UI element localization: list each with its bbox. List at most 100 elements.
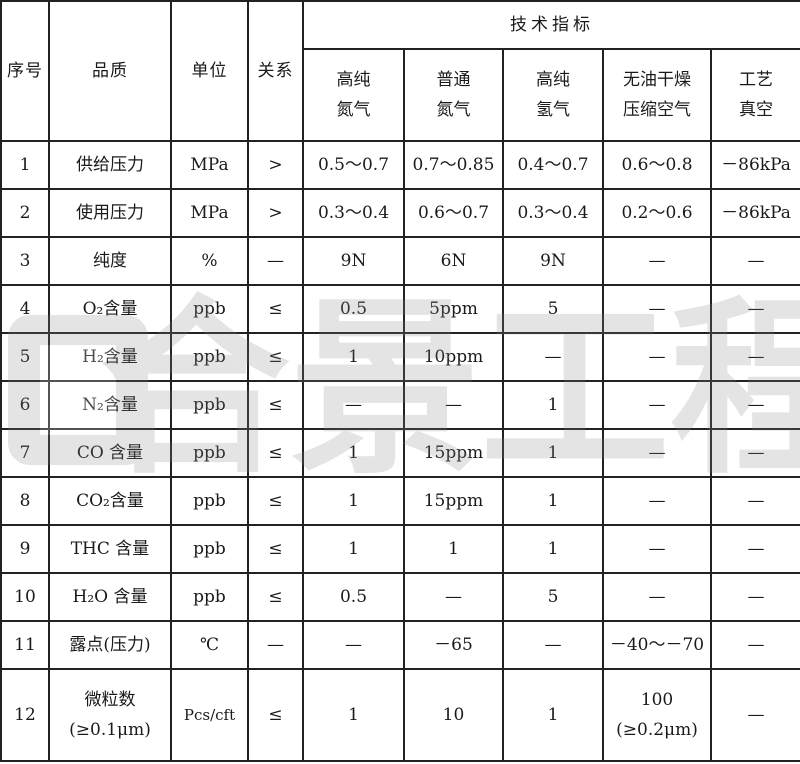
- row-number: 7: [0, 428, 50, 478]
- header-tech-spec: 技术指标: [301, 0, 800, 50]
- table-row: 8 CO₂含量 ppb ≤1 15ppm 1— —: [0, 476, 800, 526]
- header-gas-1: 普通 氮气: [403, 48, 504, 142]
- row-number: 10: [0, 572, 50, 622]
- row-number: 3: [0, 236, 50, 286]
- row-number: 4: [0, 284, 50, 334]
- row-unit: ppb: [170, 332, 249, 382]
- row-value: —: [709, 620, 800, 670]
- row-relation: —: [247, 236, 304, 286]
- row-value: 10ppm: [403, 332, 504, 382]
- row-value: －40～－70: [602, 620, 712, 670]
- row-value: —: [302, 380, 405, 430]
- row-value: 6N: [403, 236, 504, 286]
- row-quality: CO 含量: [48, 428, 172, 478]
- row-value: 5: [502, 284, 604, 334]
- row-unit: ℃: [170, 620, 249, 670]
- table-row: 7 CO 含量 ppb ≤1 15ppm 1— —: [0, 428, 800, 478]
- row-quality: H₂含量: [48, 332, 172, 382]
- row-number: 11: [0, 620, 50, 670]
- row-value: —: [502, 332, 604, 382]
- row-value: 9N: [502, 236, 604, 286]
- row-quality-line: (≥0.1μm): [69, 720, 151, 740]
- row-value: 0.5～0.7: [302, 140, 405, 190]
- row-value: 0.3～0.4: [502, 188, 604, 238]
- row-value: —: [602, 524, 712, 574]
- header-gas-line: 高纯: [336, 70, 371, 90]
- header-gas-4: 工艺 真空: [709, 48, 800, 142]
- row-quality: 微粒数 (≥0.1μm): [48, 668, 172, 762]
- row-value: 1: [403, 524, 504, 574]
- row-value: 10: [403, 668, 504, 762]
- row-unit: ppb: [170, 284, 249, 334]
- row-value: —: [602, 380, 712, 430]
- table-row: 4 O₂含量 ppb ≤0.5 5ppm 5— —: [0, 284, 800, 334]
- row-number: 1: [0, 140, 50, 190]
- row-value: 1: [502, 668, 604, 762]
- row-relation: ≤: [247, 668, 304, 762]
- row-value: 0.7～0.85: [403, 140, 504, 190]
- row-value: 0.4～0.7: [502, 140, 604, 190]
- row-value: —: [403, 572, 504, 622]
- row-quality: THC 含量: [48, 524, 172, 574]
- row-value: 0.5: [302, 284, 405, 334]
- table-row: 1 供给压力 MPa >0.5～0.7 0.7～0.85 0.4～0.7 0.6～0.8 －8…: [0, 140, 800, 190]
- row-relation: ≤: [247, 380, 304, 430]
- row-value: —: [602, 428, 712, 478]
- row-quality: 纯度: [48, 236, 172, 286]
- row-value: 5: [502, 572, 604, 622]
- row-quality: N₂含量: [48, 380, 172, 430]
- header-gas-line: 氢气: [536, 100, 570, 120]
- table-row: 11 露点(压力) ℃ — — －65— －40～－70—: [0, 620, 800, 670]
- table-row: 3 纯度% —9N 6N 9N — —: [0, 236, 800, 286]
- header-gas-0: 高纯 氮气: [302, 48, 405, 142]
- row-value: 9N: [302, 236, 405, 286]
- row-value: 5ppm: [403, 284, 504, 334]
- row-value: 1: [502, 476, 604, 526]
- row-number: 2: [0, 188, 50, 238]
- row-value: 1: [302, 332, 405, 382]
- row-relation: >: [247, 188, 304, 238]
- row-value: —: [602, 476, 712, 526]
- row-value: —: [403, 380, 504, 430]
- table-row: 5 H₂含量 ppb ≤1 10ppm — — —: [0, 332, 800, 382]
- row-value-line: (≥0.2μm): [616, 720, 698, 740]
- row-value: —: [602, 236, 712, 286]
- row-quality: 供给压力: [48, 140, 172, 190]
- row-value: —: [709, 572, 800, 622]
- row-relation: —: [247, 620, 304, 670]
- row-value: 100 (≥0.2μm): [602, 668, 712, 762]
- row-value: 0.6～0.8: [602, 140, 712, 190]
- row-value-line: 100: [640, 690, 674, 710]
- row-value: 1: [302, 476, 405, 526]
- row-quality-line: 微粒数: [84, 690, 136, 710]
- row-unit: ppb: [170, 572, 249, 622]
- row-unit: Pcs/cft: [170, 668, 249, 762]
- header-quality: 品质: [48, 0, 172, 142]
- header-gas-3: 无油干燥 压缩空气: [602, 48, 712, 142]
- row-value: —: [302, 620, 405, 670]
- header-gas-line: 无油干燥: [623, 70, 691, 90]
- row-relation: ≤: [247, 332, 304, 382]
- row-value: 1: [302, 668, 405, 762]
- row-quality: O₂含量: [48, 284, 172, 334]
- row-value: 15ppm: [403, 476, 504, 526]
- row-relation: ≤: [247, 524, 304, 574]
- table-row: 6 N₂含量 ppb ≤ — —1— —: [0, 380, 800, 430]
- row-unit: ppb: [170, 380, 249, 430]
- row-value: —: [709, 428, 800, 478]
- header-gas-line: 真空: [739, 100, 774, 120]
- row-value: 0.5: [302, 572, 405, 622]
- table-row: 12 微粒数 (≥0.1μm) Pcs/cft ≤1 10 1 100 (≥0.2μm) —: [0, 668, 800, 762]
- row-value: 15ppm: [403, 428, 504, 478]
- row-value: —: [602, 332, 712, 382]
- row-relation: ≤: [247, 284, 304, 334]
- row-number: 12: [0, 668, 50, 762]
- row-unit: MPa: [170, 140, 249, 190]
- row-value: —: [602, 572, 712, 622]
- row-value: －86kPa: [709, 140, 800, 190]
- row-relation: >: [247, 140, 304, 190]
- header-gas-line: 工艺: [739, 70, 774, 90]
- row-value: 1: [502, 428, 604, 478]
- row-value: —: [709, 524, 800, 574]
